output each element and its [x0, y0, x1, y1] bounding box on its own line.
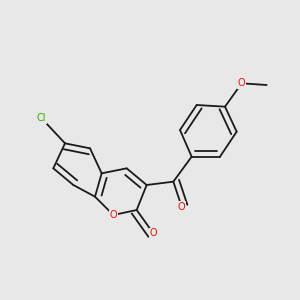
Text: O: O [110, 210, 117, 220]
Text: O: O [238, 78, 245, 88]
Text: O: O [178, 202, 185, 212]
Text: O: O [149, 228, 157, 238]
Text: Cl: Cl [37, 113, 46, 123]
